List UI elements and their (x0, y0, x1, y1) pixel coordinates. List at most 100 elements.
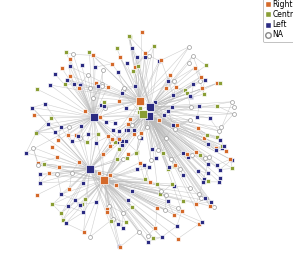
Point (213, 146, 218, 150)
Point (142, 54, 147, 59)
Point (34, 193, 39, 197)
Point (218, 176, 223, 180)
Point (172, 184, 176, 188)
Point (110, 137, 114, 142)
Point (124, 156, 129, 160)
Point (37, 181, 42, 185)
Point (172, 164, 176, 168)
Point (79, 82, 83, 87)
Point (146, 53, 151, 58)
Point (59, 192, 64, 196)
Point (205, 162, 210, 167)
Point (64, 50, 68, 54)
Point (176, 236, 180, 241)
Point (107, 203, 111, 208)
Point (35, 87, 40, 91)
Point (207, 155, 211, 160)
Point (110, 138, 115, 143)
Point (163, 208, 168, 212)
Point (209, 200, 214, 204)
Point (125, 122, 130, 126)
Point (207, 116, 212, 120)
Point (187, 45, 191, 49)
Point (136, 135, 141, 140)
Point (108, 144, 113, 148)
Point (74, 133, 78, 137)
Point (224, 149, 228, 153)
Point (128, 35, 132, 40)
Point (101, 68, 105, 72)
Point (68, 74, 73, 78)
Point (88, 235, 92, 239)
Point (65, 77, 70, 82)
Point (132, 128, 136, 132)
Point (146, 165, 151, 170)
Point (194, 150, 198, 155)
Point (104, 210, 109, 214)
Point (206, 171, 211, 175)
Point (168, 73, 173, 77)
Point (168, 157, 173, 162)
Point (172, 79, 176, 84)
Point (195, 126, 200, 130)
Point (151, 44, 156, 48)
Point (178, 167, 182, 171)
Point (148, 105, 153, 109)
Point (109, 219, 114, 223)
Point (194, 202, 199, 206)
Point (231, 105, 236, 109)
Point (94, 200, 98, 205)
Point (186, 61, 191, 65)
Point (202, 92, 207, 96)
Point (159, 235, 164, 239)
Point (132, 132, 137, 136)
Point (128, 117, 132, 121)
Point (78, 203, 82, 207)
Point (56, 138, 61, 142)
Point (191, 82, 196, 87)
Point (59, 211, 64, 215)
Point (133, 84, 137, 88)
Point (137, 99, 142, 103)
Point (117, 99, 121, 103)
Point (217, 80, 222, 85)
Point (147, 180, 152, 184)
Point (205, 142, 210, 146)
Point (137, 109, 142, 114)
Point (159, 58, 163, 62)
Point (155, 206, 159, 210)
Point (171, 93, 176, 97)
Point (217, 167, 222, 172)
Point (41, 162, 46, 166)
Point (181, 173, 185, 177)
Point (230, 100, 235, 104)
Point (156, 148, 161, 152)
Point (203, 196, 208, 201)
Point (173, 127, 177, 131)
Point (131, 69, 135, 73)
Point (231, 112, 236, 116)
Point (32, 113, 37, 117)
Point (91, 96, 95, 100)
Point (228, 157, 233, 161)
Point (68, 57, 73, 61)
Point (72, 82, 76, 86)
Point (195, 115, 200, 119)
Point (200, 220, 205, 224)
Point (69, 139, 74, 144)
Point (76, 86, 81, 90)
Point (134, 150, 139, 154)
Point (157, 192, 162, 197)
Point (157, 59, 161, 63)
Point (188, 118, 192, 122)
Point (220, 146, 224, 150)
Point (135, 55, 140, 59)
Legend: Right, Centrist, Left, NA: Right, Centrist, Left, NA (263, 0, 293, 42)
Point (185, 91, 190, 95)
Point (79, 62, 84, 67)
Point (66, 133, 71, 137)
Point (101, 100, 106, 104)
Point (110, 141, 115, 146)
Point (150, 147, 155, 151)
Point (100, 152, 105, 156)
